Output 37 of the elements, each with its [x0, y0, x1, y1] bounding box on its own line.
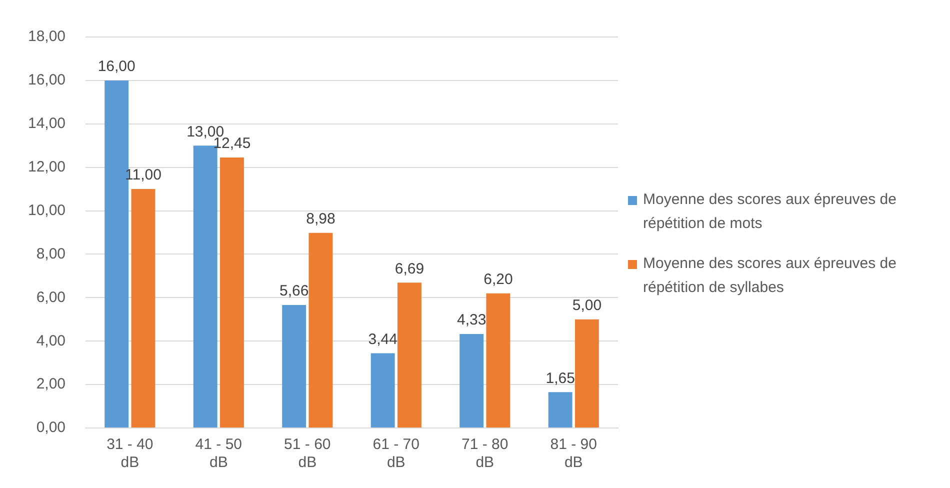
x-tick-label: 81 - 90 dB	[550, 436, 597, 472]
bar	[308, 232, 333, 428]
bar	[131, 189, 156, 428]
data-label: 5,66	[279, 282, 309, 300]
y-tick-label: 8,00	[36, 245, 66, 262]
bar	[548, 392, 572, 428]
y-tick-label: 4,00	[36, 332, 66, 350]
bar	[282, 305, 306, 428]
x-tick-label: 61 - 70 dB	[372, 436, 420, 472]
bar	[370, 353, 395, 428]
data-label: 1,65	[546, 370, 575, 387]
y-tick-label: 6,00	[36, 288, 66, 306]
legend-label: Moyenne des scores aux épreuves de répétition de syllabes	[643, 254, 898, 298]
y-tick-label: 10,00	[28, 202, 66, 219]
data-label: 16,00	[98, 58, 136, 76]
y-tick-label: 2,00	[36, 376, 66, 393]
bar	[460, 334, 484, 428]
legend-label: Moyenne des scores aux épreuves de répétition de mots	[643, 190, 898, 234]
x-tick-label: 31 - 40 dB	[106, 436, 154, 472]
data-label: 5,00	[572, 297, 602, 314]
x-tick-label: 41 - 50 dB	[195, 436, 242, 472]
y-tick-label: 12,00	[28, 158, 66, 176]
bar	[486, 293, 510, 428]
y-tick-label: 0,00	[36, 419, 66, 436]
x-tick-label: 71 - 80 dB	[462, 436, 508, 472]
y-tick-label: 18,00	[28, 28, 66, 46]
data-label: 6,69	[394, 260, 424, 278]
y-tick-label: 14,00	[28, 115, 66, 132]
data-label: 6,20	[484, 270, 513, 288]
x-tick-label: 51 - 60 dB	[284, 436, 331, 472]
y-tick-label: 16,00	[28, 72, 66, 89]
bar	[574, 319, 599, 428]
bar	[220, 158, 244, 428]
data-label: 8,98	[306, 210, 336, 228]
data-label: 3,44	[368, 330, 398, 348]
data-label: 4,33	[456, 312, 486, 329]
bar	[397, 282, 422, 428]
